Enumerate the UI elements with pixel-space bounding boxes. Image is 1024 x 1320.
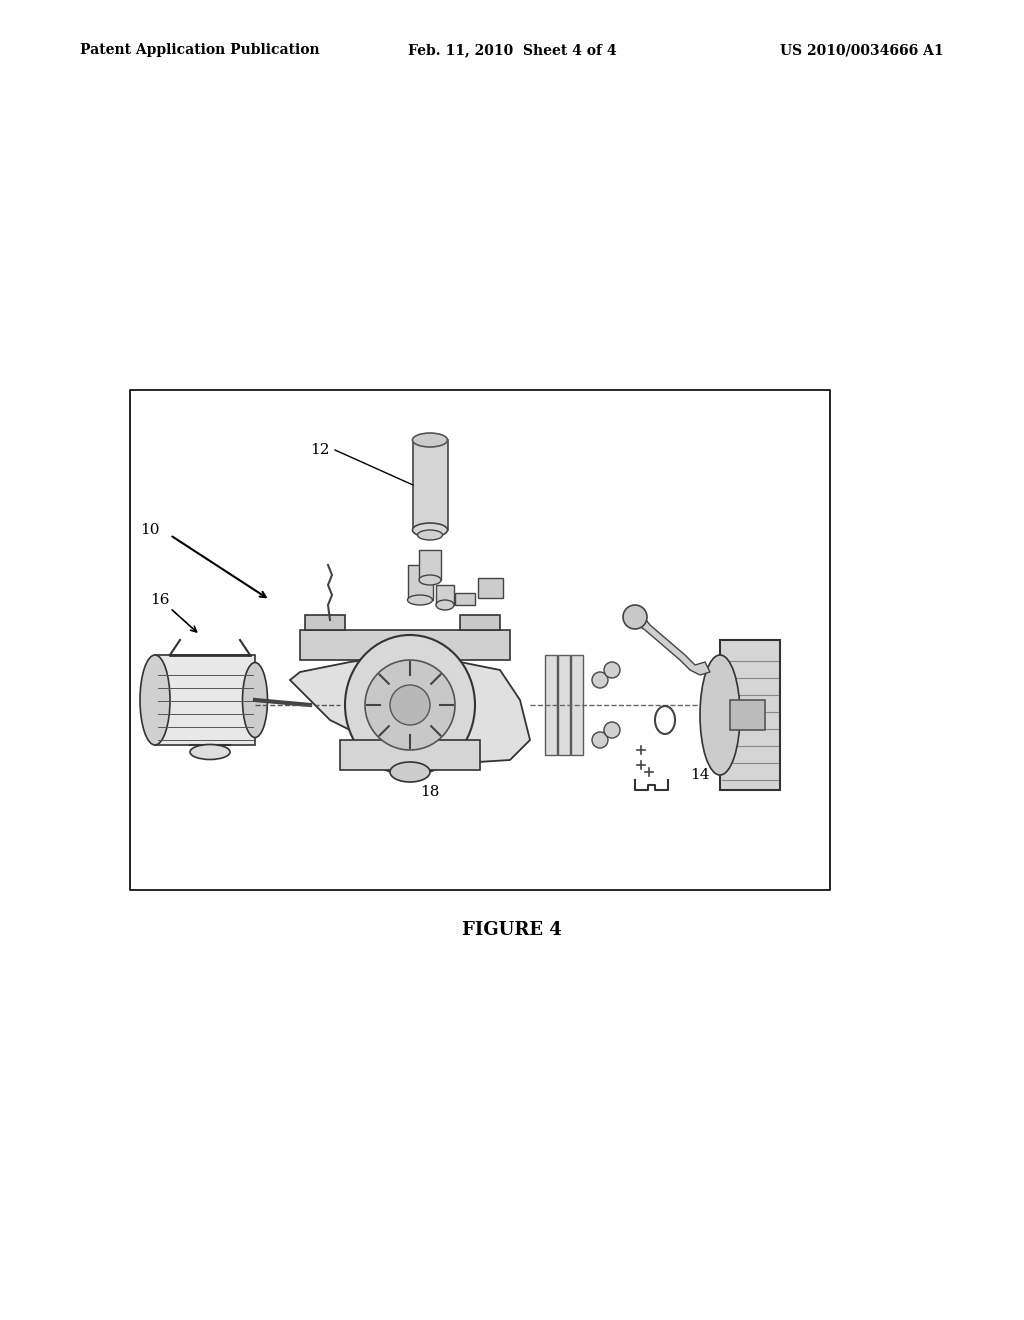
Text: FIGURE 4: FIGURE 4: [462, 921, 562, 939]
Text: US 2010/0034666 A1: US 2010/0034666 A1: [780, 44, 944, 57]
Bar: [558, 655, 570, 755]
Circle shape: [623, 605, 647, 630]
Ellipse shape: [413, 523, 447, 537]
Ellipse shape: [140, 655, 170, 744]
Ellipse shape: [419, 576, 441, 585]
Bar: [455, 593, 475, 605]
Text: 10: 10: [140, 523, 160, 537]
Ellipse shape: [418, 531, 442, 540]
Text: Feb. 11, 2010  Sheet 4 of 4: Feb. 11, 2010 Sheet 4 of 4: [408, 44, 616, 57]
Bar: [130, 389, 830, 890]
Ellipse shape: [700, 655, 740, 775]
Bar: [340, 741, 480, 770]
Ellipse shape: [408, 595, 432, 605]
Bar: [419, 550, 441, 579]
Bar: [305, 615, 345, 630]
Text: 12: 12: [310, 444, 330, 457]
Text: 16: 16: [151, 593, 170, 607]
Circle shape: [592, 672, 608, 688]
Bar: [300, 630, 510, 660]
Bar: [436, 585, 454, 605]
Ellipse shape: [345, 635, 475, 775]
Ellipse shape: [390, 762, 430, 781]
Circle shape: [604, 722, 620, 738]
Ellipse shape: [436, 601, 454, 610]
Circle shape: [365, 660, 455, 750]
Text: 14: 14: [690, 768, 710, 781]
Bar: [413, 440, 449, 531]
Bar: [460, 615, 500, 630]
Polygon shape: [628, 610, 710, 675]
Ellipse shape: [243, 663, 267, 738]
Bar: [408, 565, 433, 601]
Bar: [730, 700, 765, 730]
Text: 18: 18: [420, 785, 439, 799]
Bar: [571, 655, 583, 755]
Text: Patent Application Publication: Patent Application Publication: [80, 44, 319, 57]
Bar: [545, 655, 557, 755]
Ellipse shape: [413, 433, 447, 447]
Circle shape: [604, 663, 620, 678]
Circle shape: [592, 733, 608, 748]
Bar: [155, 655, 255, 744]
Bar: [478, 578, 503, 598]
Bar: [720, 640, 780, 789]
Ellipse shape: [190, 744, 230, 759]
Polygon shape: [290, 655, 530, 766]
Circle shape: [390, 685, 430, 725]
